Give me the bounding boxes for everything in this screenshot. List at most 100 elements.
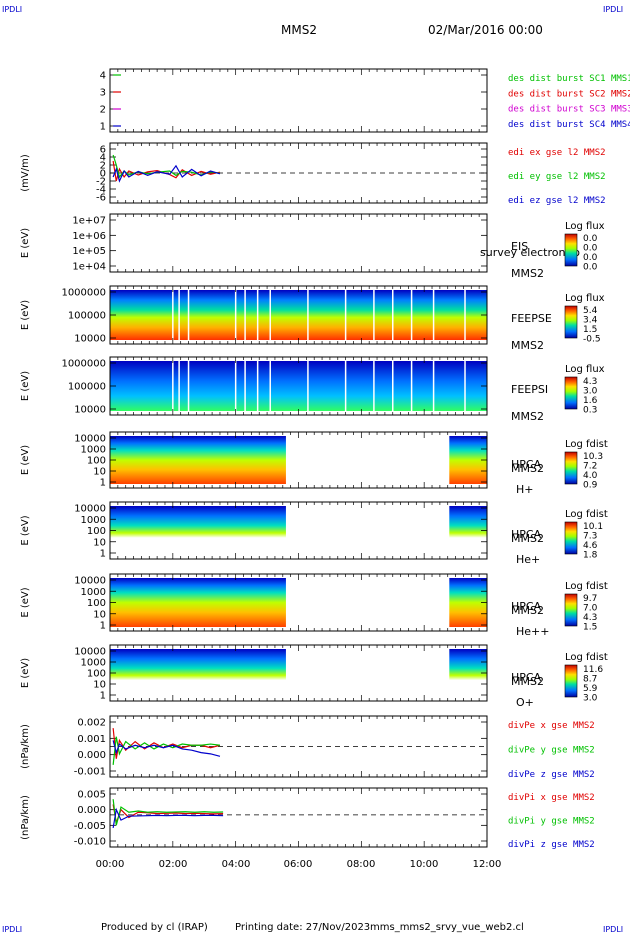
y-tick-label: 10 (93, 467, 106, 478)
colorbar-tick-label: 10.1 (583, 522, 603, 532)
colorbar-tick-label: 7.0 (583, 604, 598, 614)
x-tick-label: 02:00 (159, 859, 188, 870)
figure-date-title: 02/Mar/2016 00:00 (428, 23, 543, 37)
colorbar-tick-label: 0.9 (583, 481, 598, 491)
colorbar-tick-label: 4.6 (583, 541, 598, 551)
y-tick-label: -0.010 (74, 837, 106, 848)
spectrogram-segment (110, 436, 286, 484)
colorbar (564, 451, 578, 485)
colorbar-tick-label: 4.3 (583, 377, 597, 387)
y-tick-label: 100000 (68, 382, 106, 393)
y-tick-label: 1000 (81, 445, 106, 456)
footer-printing-date: Printing date: 27/Nov/2023 (235, 922, 370, 933)
y-tick-label: 100 (87, 598, 106, 609)
y-tick-label: -0.005 (74, 821, 106, 832)
y-tick-label: 100 (87, 456, 106, 467)
y-tick-label: 1 (100, 621, 106, 632)
panel-frame (109, 213, 488, 273)
y-tick-label: 3 (100, 88, 106, 99)
colorbar (564, 593, 578, 627)
legend-entry: des dist burst SC2 MMS2 (508, 89, 630, 99)
spectrogram-segment (110, 649, 286, 697)
species-label: H+ (516, 483, 534, 496)
y-tick-label: 0.002 (77, 718, 106, 729)
legend-entry: des dist burst SC3 MMS3 (508, 105, 630, 115)
series-line (112, 799, 224, 826)
colorbar-tick-label: 0.0 (583, 234, 598, 244)
colorbar (564, 664, 578, 698)
y-tick-label: 0.001 (77, 734, 106, 745)
figure-spacecraft-title: MMS2 (281, 23, 317, 37)
y-tick-label: 1000 (81, 587, 106, 598)
x-tick-label: 12:00 (473, 859, 502, 870)
series-line (112, 160, 221, 182)
colorbar-tick-label: 7.2 (583, 462, 597, 472)
y-tick-label: -6 (96, 193, 106, 204)
y-tick-label: 0.000 (77, 750, 106, 761)
y-axis-label: E (eV) (20, 515, 31, 545)
y-axis-label: E (eV) (20, 371, 31, 401)
time-axis: 00:00 02:00 04:00 06:00 08:00 10:00 12:0… (96, 859, 502, 870)
y-tick-label: 0 (100, 169, 106, 180)
spectrogram-segment (449, 436, 487, 484)
panel-frame (109, 787, 488, 848)
y-tick-label: 10 (93, 609, 106, 620)
colorbar-tick-label: 5.4 (583, 306, 598, 316)
y-tick-label: 1000000 (61, 359, 106, 370)
y-tick-label: 0.000 (77, 805, 106, 816)
y-tick-label: 1 (100, 691, 106, 702)
colorbar-tick-label: 1.6 (583, 396, 598, 406)
colorbar-tick-label: 0.0 (583, 253, 598, 263)
colorbar-tick-label: 5.9 (583, 684, 598, 694)
y-tick-label: 10000 (74, 334, 106, 345)
y-tick-label: 10000 (74, 434, 106, 445)
legend-entry: des dist burst SC4 MMS4 (508, 120, 630, 130)
colorbar-tick-label: 3.4 (583, 316, 598, 326)
legend-entry: divPi x gse MMS2 (508, 793, 595, 803)
y-tick-label: 4 (100, 71, 106, 82)
x-tick-label: 00:00 (96, 859, 125, 870)
y-tick-label: 2 (100, 161, 106, 172)
corner-label-bottom-left: IPDLI (2, 925, 22, 934)
y-axis-label: (nPa/km) (20, 795, 31, 840)
y-tick-label: 1e+05 (72, 246, 106, 257)
overlay-text: survey electron to (480, 246, 580, 259)
y-tick-label: 1 (100, 478, 106, 489)
y-tick-label: 10 (93, 680, 106, 691)
y-tick-label: -4 (96, 185, 106, 196)
y-tick-label: 1000 (81, 658, 106, 669)
spectrogram-segment (449, 578, 487, 627)
colorbar-tick-label: 3.0 (583, 387, 598, 397)
y-tick-label: 1 (100, 549, 106, 560)
spacecraft-label: MMS2 (511, 339, 544, 352)
legend-entry: divPi z gse MMS2 (508, 840, 595, 850)
x-tick-label: 04:00 (222, 859, 251, 870)
x-tick-label: 08:00 (347, 859, 376, 870)
colorbar-tick-label: 0.0 (583, 263, 598, 273)
colorbar (564, 376, 578, 410)
y-tick-label: 1e+04 (72, 262, 106, 273)
colorbar-tick-label: -0.5 (583, 335, 601, 345)
legend-entry: divPe y gse MMS2 (508, 746, 595, 756)
y-tick-label: 10000 (74, 504, 106, 515)
y-tick-label: 10 (93, 537, 106, 548)
y-tick-label: 0.005 (77, 790, 106, 801)
spectrogram-segment (110, 506, 286, 555)
instrument-label: EIS (511, 240, 528, 253)
y-tick-label: 1000 (81, 515, 106, 526)
spacecraft-label: MMS2 (511, 462, 544, 475)
instrument-label: FEEPSI (511, 383, 548, 396)
colorbar (564, 233, 578, 267)
colorbar-tick-label: 0.3 (583, 406, 597, 416)
colorbar-tick-label: 1.8 (583, 551, 598, 561)
species-label: O+ (516, 696, 534, 709)
y-axis-label: E (eV) (20, 300, 31, 330)
spectrogram-segment (449, 649, 487, 697)
y-tick-label: 2 (100, 105, 106, 116)
y-tick-label: 1e+07 (72, 216, 106, 227)
spectrogram-segment (110, 361, 487, 411)
panels-container: 4 3 2 1 des dist burst SC1 MMS1 des dist burs… (20, 68, 630, 850)
y-tick-label: 1e+06 (72, 231, 106, 242)
colorbar-tick-label: 8.7 (583, 675, 597, 685)
